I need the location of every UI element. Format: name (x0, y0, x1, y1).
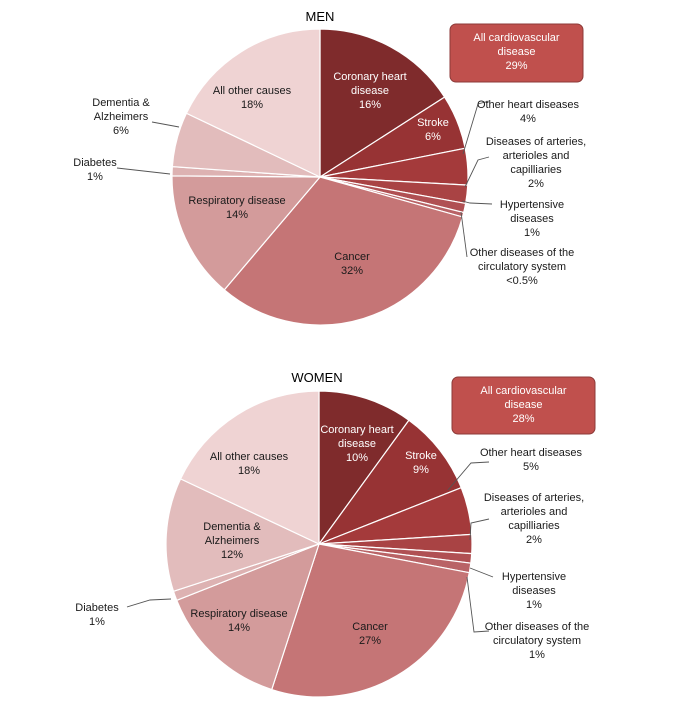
cardiovascular-callout-box (451, 376, 596, 435)
slice-label-stroke: Stroke 9% (405, 450, 437, 476)
slice-label-dementia: Dementia & Alzheimers 6% (92, 97, 150, 137)
leader-line (460, 211, 468, 258)
pie-slice-cancer (270, 543, 470, 698)
leader-line (126, 598, 172, 608)
pie-slice-dementia (165, 478, 321, 593)
pie-slice-all-other-causes (179, 390, 320, 545)
slice-label-respiratory-disease: Respiratory disease 14% (190, 608, 287, 634)
leader-line (469, 567, 494, 578)
slice-label-diabetes: Diabetes 1% (75, 602, 119, 628)
slice-label-cancer: Cancer 27% (352, 621, 388, 647)
slice-label-coronary-heart: Coronary heart disease 10% (320, 424, 393, 464)
slice-label-diseases-of-arteries: Diseases of arteries, arterioles and capil… (484, 492, 584, 546)
slice-label-coronary-heart: Coronary heart disease 16% (333, 71, 406, 111)
slice-label-all-other-causes: All other causes 18% (210, 451, 289, 477)
pie-slice-coronary-heart (318, 390, 410, 546)
slice-label-cancer: Cancer 32% (334, 251, 370, 277)
men-pie (171, 28, 469, 326)
leader-line (447, 461, 490, 491)
slice-label-other-diseases-of-the: Other diseases of the circulatory system <… (470, 247, 575, 287)
slice-label-other-heart-diseases: Other heart diseases 4% (477, 99, 580, 125)
slice-label-dementia: Dementia & Alzheimers 12% (203, 521, 261, 561)
women-pie (165, 390, 473, 698)
cardiovascular-callout-text: All cardiovascular disease 29% (473, 32, 560, 72)
leader-line (462, 100, 490, 155)
slice-label-respiratory-disease: Respiratory disease 14% (188, 195, 285, 221)
leader-line (469, 518, 490, 541)
pie-slice-respiratory-disease (171, 175, 322, 291)
pie-slice-all-other-causes (185, 28, 321, 178)
pie-slice-stroke (317, 419, 463, 546)
slice-label-diabetes: Diabetes 1% (73, 157, 117, 183)
slice-label-stroke: Stroke 6% (417, 117, 449, 143)
leader-line (466, 576, 490, 633)
leader-line (116, 167, 171, 175)
slice-label-other-heart-diseases: Other heart diseases 5% (480, 447, 583, 473)
slice-label-all-other-causes: All other causes 18% (213, 85, 292, 111)
cardiovascular-callout-text: All cardiovascular disease 28% (480, 385, 567, 425)
pie-slice-cancer (223, 176, 464, 326)
slice-label-other-diseases-of-the: Other diseases of the circulatory system 1… (485, 621, 590, 661)
leader-line (464, 156, 490, 188)
chart-title: WOMEN (291, 370, 342, 385)
slice-label-hypertensive: Hypertensive diseases 1% (500, 199, 564, 239)
leader-line (151, 121, 180, 128)
leader-line (461, 200, 493, 205)
slice-label-diseases-of-arteries: Diseases of arteries, arterioles and capil… (486, 136, 586, 190)
cardiovascular-callout-box (449, 23, 584, 83)
pie-slice-coronary-heart (319, 28, 446, 179)
slice-label-hypertensive: Hypertensive diseases 1% (502, 571, 566, 611)
pie-slice-respiratory-disease (175, 542, 320, 691)
chart-title: MEN (306, 9, 335, 24)
